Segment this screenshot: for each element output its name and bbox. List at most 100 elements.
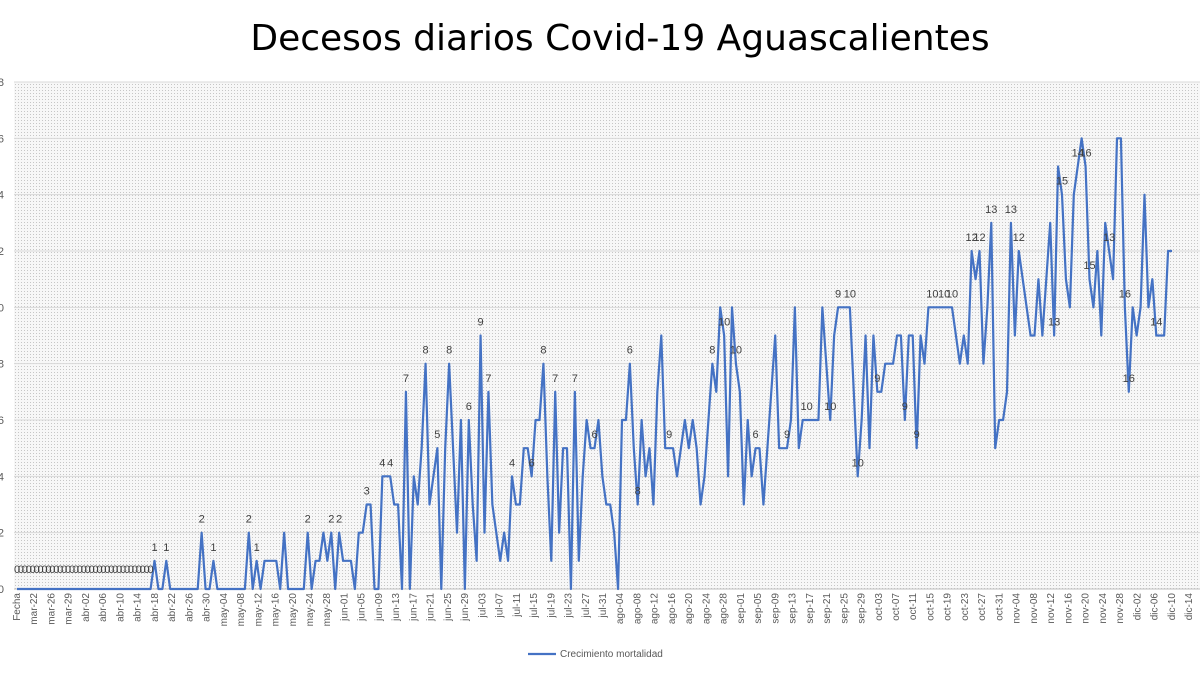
x-tick-label: abr-18 (150, 593, 161, 622)
data-label: 2 (246, 514, 252, 526)
x-tick-label: oct-07 (891, 593, 902, 621)
x-tick-label: jun-13 (391, 593, 402, 622)
x-tick-label: jun-05 (357, 593, 368, 622)
x-tick-label: sep-05 (753, 593, 764, 624)
x-tick-label: oct-31 (994, 593, 1005, 621)
data-label: 9 (902, 401, 908, 413)
data-label: 0 (30, 564, 36, 576)
x-axis-ticks: Fecha mar-22 mar-26 mar-29 abr-02 abr-06 abr-1… (12, 593, 1195, 627)
data-label: 1 (163, 542, 169, 554)
data-label: 4 (387, 457, 393, 469)
data-label: 13 (1005, 204, 1017, 216)
data-label: 0 (120, 564, 126, 576)
x-tick-label: jul-23 (564, 593, 575, 619)
x-tick-label: jul-27 (581, 593, 592, 619)
data-label: 1 (151, 542, 157, 554)
data-label: 15 (1056, 176, 1068, 188)
x-tick-label: abr-30 (202, 593, 213, 622)
x-tick-label: abr-02 (81, 593, 92, 622)
x-tick-label: dic-14 (1184, 593, 1195, 621)
data-label: 2 (199, 514, 205, 526)
x-tick-label: ago-24 (701, 593, 712, 625)
data-label: 16 (1079, 148, 1091, 160)
data-label: 3 (364, 486, 370, 498)
x-tick-label: nov-16 (1063, 593, 1074, 624)
x-tick-label: may-24 (305, 593, 316, 627)
data-label: 0 (34, 564, 40, 576)
data-label: 4 (379, 457, 385, 469)
data-label: 7 (552, 373, 558, 385)
data-label: 9 (784, 429, 790, 441)
y-tick-label: 4 (0, 471, 4, 483)
data-label: 0 (61, 564, 67, 576)
data-label: 0 (38, 564, 44, 576)
data-label: 12 (1182, 0, 1194, 3)
data-label: 0 (22, 564, 28, 576)
x-tick-label: jul-15 (529, 593, 540, 619)
x-tick-label: jul-03 (477, 593, 488, 619)
data-label: 8 (446, 345, 452, 357)
x-tick-label: jun-29 (460, 593, 471, 622)
data-label: 0 (89, 564, 95, 576)
x-tick-label: dic-02 (1132, 593, 1143, 621)
data-label: 0 (104, 564, 110, 576)
data-label: 10 (824, 401, 836, 413)
data-label: 0 (57, 564, 63, 576)
x-tick-label: sep-29 (857, 593, 868, 624)
x-tick-label: sep-13 (788, 593, 799, 624)
data-label: 10 (801, 401, 813, 413)
data-label: 0 (116, 564, 122, 576)
y-axis-ticks: 0 2 4 6 8 10 12 14 16 18 (0, 77, 4, 596)
data-label: 0 (85, 564, 91, 576)
data-label: 0 (77, 564, 83, 576)
data-label: 4 (509, 457, 515, 469)
x-tick-label: may-28 (322, 593, 333, 627)
y-tick-label: 10 (0, 302, 4, 314)
data-label: 0 (14, 564, 20, 576)
x-tick-label: oct-23 (960, 593, 971, 621)
x-tick-label: dic-10 (1167, 593, 1178, 621)
data-label: 0 (73, 564, 79, 576)
data-label: 13 (1048, 317, 1060, 329)
data-label: 0 (128, 564, 134, 576)
data-label: 8 (635, 486, 641, 498)
x-tick-label: nov-12 (1046, 593, 1057, 624)
x-tick-label: ago-08 (632, 593, 643, 625)
data-label: 7 (403, 373, 409, 385)
data-label: 0 (112, 564, 118, 576)
x-tick-label: ago-20 (684, 593, 695, 625)
data-label: 9 (666, 429, 672, 441)
data-label: 0 (81, 564, 87, 576)
x-tick-label: oct-11 (908, 593, 919, 620)
x-tick-label: nov-04 (1012, 593, 1023, 624)
series-layer (17, 137, 1172, 591)
x-tick-label: sep-09 (770, 593, 781, 624)
x-tick-label: abr-26 (184, 593, 195, 622)
data-label: 10 (730, 345, 742, 357)
x-tick-label: jun-17 (408, 593, 419, 622)
data-label: 2 (328, 514, 334, 526)
x-tick-label: jul-11 (512, 593, 523, 618)
gridlines (14, 81, 1200, 590)
data-label: 10 (938, 288, 950, 300)
data-label: 9 (835, 288, 841, 300)
data-label: 0 (108, 564, 114, 576)
x-tick-label: may-20 (288, 593, 299, 627)
y-tick-label: 16 (0, 133, 4, 145)
data-label: 0 (96, 564, 102, 576)
x-tick-label: jun-25 (443, 593, 454, 622)
data-label: 16 (1119, 288, 1131, 300)
x-tick-label: may-12 (253, 593, 264, 627)
data-label: 1 (254, 542, 260, 554)
y-tick-label: 14 (0, 190, 4, 202)
data-label: 6 (627, 345, 633, 357)
data-label: 10 (852, 457, 864, 469)
data-label: 0 (53, 564, 59, 576)
data-label: 0 (69, 564, 75, 576)
x-tick-label: oct-15 (925, 593, 936, 621)
x-tick-label: jun-01 (339, 593, 350, 622)
data-label: 2 (305, 514, 311, 526)
x-tick-label: mar-29 (64, 593, 75, 625)
chart-title: Decesos diarios Covid-19 Aguascalientes (250, 18, 990, 59)
